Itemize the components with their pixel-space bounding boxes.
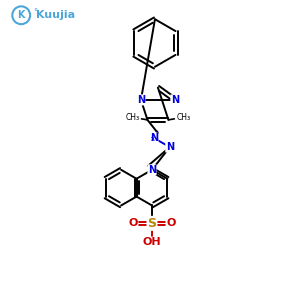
Text: °: ° [33,8,37,17]
Text: O: O [128,218,138,228]
Text: CH₃: CH₃ [176,113,190,122]
Text: N: N [150,133,158,143]
Text: CH₃: CH₃ [125,113,140,122]
Text: OH: OH [143,237,161,247]
Text: ⁺: ⁺ [155,129,159,138]
Text: N: N [166,142,174,152]
Text: O: O [166,218,176,228]
Text: N: N [171,95,179,105]
Text: ×: × [149,136,155,142]
Text: Kuujia: Kuujia [36,10,75,20]
Text: S: S [148,217,157,230]
Text: N: N [137,95,145,105]
Text: N: N [148,165,156,175]
Text: K: K [17,10,25,20]
